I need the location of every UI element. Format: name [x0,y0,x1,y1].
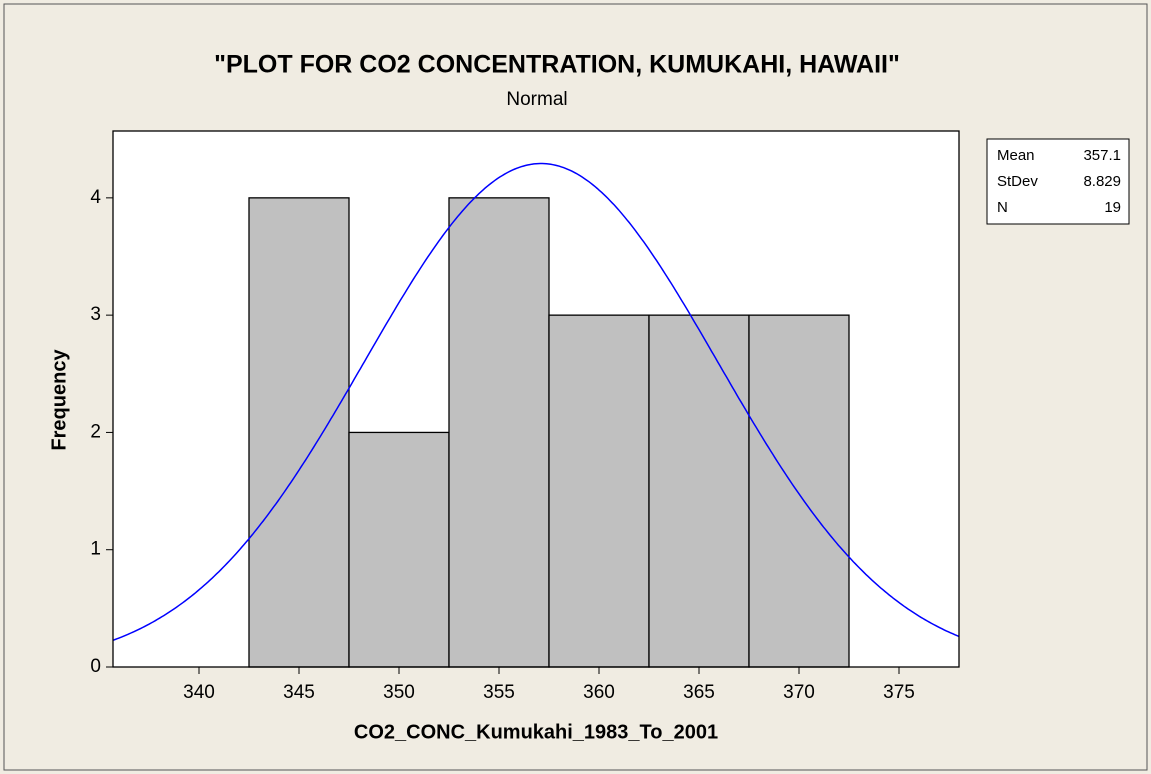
stat-label: N [997,199,1008,216]
stat-label: StDev [997,173,1038,190]
y-tick-label: 1 [90,539,101,560]
x-tick-label: 340 [183,682,215,703]
bar [748,314,850,668]
bar [248,197,350,668]
stat-value: 19 [1104,199,1121,216]
bar [348,431,450,668]
bar [548,314,650,668]
plot-border [112,130,960,668]
stat-value: 357.1 [1083,147,1121,164]
normal-curve [112,162,960,642]
y-tick-label: 4 [90,187,101,208]
y-axis-label: Frequency [48,349,70,451]
y-tick-label: 0 [90,656,101,677]
x-tick-label: 360 [583,682,615,703]
bar [648,314,750,668]
stat-label: Mean [997,147,1035,164]
x-tick-label: 355 [483,682,515,703]
stats-box [986,138,1130,225]
y-tick-label: 2 [90,421,101,442]
x-axis-label: CO2_CONC_Kumukahi_1983_To_2001 [354,721,718,743]
x-tick-label: 365 [683,682,715,703]
x-tick-label: 375 [883,682,915,703]
x-tick-label: 370 [783,682,815,703]
bar [448,197,550,668]
y-tick-label: 3 [90,304,101,325]
stat-value: 8.829 [1083,173,1121,190]
x-tick-label: 345 [283,682,315,703]
chart-title: "PLOT FOR CO2 CONCENTRATION, KUMUKAHI, H… [214,51,900,79]
x-tick-label: 350 [383,682,415,703]
chart-subtitle: Normal [506,89,567,110]
